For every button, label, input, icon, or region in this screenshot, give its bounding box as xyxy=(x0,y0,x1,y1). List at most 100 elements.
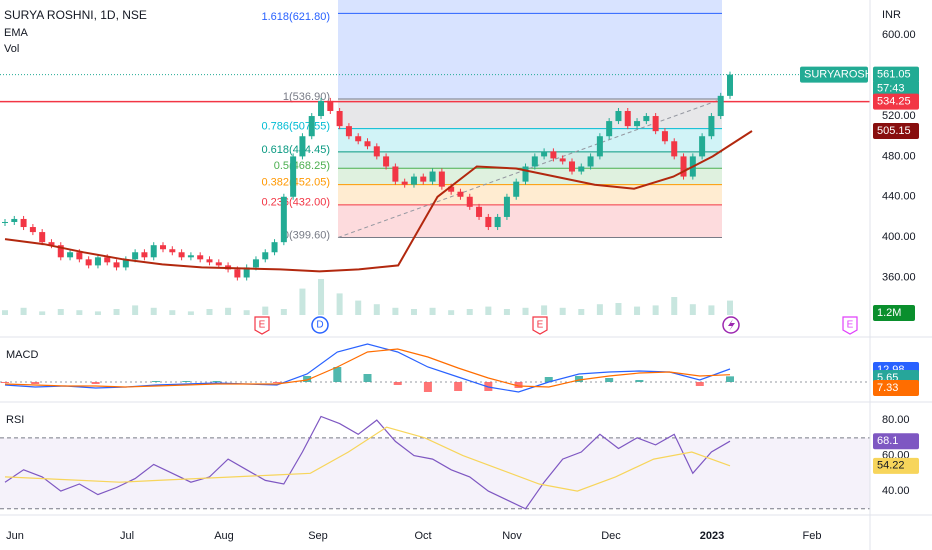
ema-label: 505.15 xyxy=(877,125,911,137)
volume-bar xyxy=(243,310,250,315)
candle xyxy=(160,245,167,250)
volume-bar xyxy=(336,293,343,315)
volume-bar xyxy=(206,309,213,315)
rsi-line xyxy=(4,415,731,510)
volume-bar xyxy=(541,305,548,315)
chart-title: SURYA ROSHNI, 1D, NSE xyxy=(4,8,147,22)
x-tick-label: Nov xyxy=(502,530,522,542)
candle xyxy=(318,100,325,117)
volume-bar xyxy=(429,307,436,315)
fib-label: 0.618(484.45) xyxy=(262,144,331,156)
candle xyxy=(206,259,213,263)
candle xyxy=(39,232,46,243)
volume-label-bg xyxy=(873,305,915,321)
candle xyxy=(624,110,631,127)
candle xyxy=(373,146,380,157)
candle xyxy=(187,255,194,258)
legend-ema: EMA xyxy=(4,27,29,39)
candle xyxy=(457,191,464,197)
histogram-bar xyxy=(635,380,644,382)
volume-bar xyxy=(20,307,27,315)
volume-bar xyxy=(2,310,8,315)
series-name-bg xyxy=(800,66,868,83)
rsi-line xyxy=(4,426,731,492)
candle xyxy=(336,110,343,127)
histogram-bar xyxy=(363,374,372,382)
fib-label: 0.786(507.55) xyxy=(262,121,331,133)
volume-bar xyxy=(596,304,603,315)
candle xyxy=(345,126,352,137)
candle xyxy=(169,249,176,253)
volume-bar xyxy=(578,309,585,315)
candle xyxy=(466,196,473,207)
candle xyxy=(122,259,129,268)
candle xyxy=(513,181,520,197)
last-price-bg xyxy=(873,66,919,83)
histogram-bar xyxy=(605,378,614,382)
candle xyxy=(2,221,8,223)
candle xyxy=(327,100,334,111)
event-label: E xyxy=(537,320,544,331)
volume-bar xyxy=(689,304,696,315)
candle xyxy=(596,136,603,157)
y-tick-label: 40.00 xyxy=(882,485,910,497)
volume-bar xyxy=(634,306,641,315)
volume-bar xyxy=(150,307,157,315)
volume-bar xyxy=(559,307,566,315)
histogram-bar xyxy=(333,367,342,382)
fib-label: 0.5(468.25) xyxy=(274,160,330,172)
volume-bar xyxy=(113,309,120,315)
volume-bar xyxy=(57,309,64,315)
trend-line xyxy=(337,98,723,238)
lightning xyxy=(728,319,735,331)
candle xyxy=(85,259,92,266)
candle xyxy=(615,110,622,122)
volume-bar xyxy=(299,288,306,315)
candle xyxy=(383,156,390,167)
volume-bar xyxy=(466,309,473,315)
dividend-icon[interactable] xyxy=(722,316,740,334)
fib-label: 0.236(432.00) xyxy=(262,197,331,209)
candle xyxy=(559,158,566,162)
candle xyxy=(727,74,733,96)
candle xyxy=(29,227,36,233)
candle xyxy=(355,136,362,142)
candle xyxy=(494,216,501,228)
candle xyxy=(20,218,27,228)
candle xyxy=(104,257,111,263)
volume-bar xyxy=(392,307,399,315)
histogram-bar xyxy=(454,382,463,391)
volume-bar xyxy=(448,310,455,315)
volume-bar xyxy=(225,307,232,315)
countdown-bg xyxy=(873,81,919,96)
fib-label: 1(536.90) xyxy=(283,91,330,103)
currency: INR xyxy=(882,9,901,21)
event-label: E xyxy=(259,320,266,331)
x-tick-label: 2023 xyxy=(700,530,724,542)
candle xyxy=(234,269,241,278)
candle xyxy=(448,186,455,192)
candle xyxy=(661,131,668,142)
event-icon xyxy=(842,316,858,335)
volume-bar xyxy=(522,307,529,315)
volume-bar xyxy=(485,306,492,315)
volume-bar xyxy=(355,300,362,315)
event-icon xyxy=(254,316,270,335)
signal-label: 7.33 xyxy=(877,382,898,394)
volume-bar xyxy=(615,303,622,315)
candle xyxy=(568,161,575,172)
series-name: SURYAROSHNI xyxy=(804,69,884,81)
volume-bar xyxy=(280,309,287,315)
candle xyxy=(132,252,139,260)
event-label: D xyxy=(316,320,323,331)
candle xyxy=(280,196,287,243)
histogram-bar xyxy=(514,382,523,388)
candle xyxy=(429,171,436,182)
y-tick-label: 520.00 xyxy=(882,110,916,122)
macd-line xyxy=(4,348,731,388)
x-tick-label: Sep xyxy=(308,530,328,542)
histogram-bar xyxy=(212,381,221,382)
x-tick-label: Dec xyxy=(601,530,621,542)
